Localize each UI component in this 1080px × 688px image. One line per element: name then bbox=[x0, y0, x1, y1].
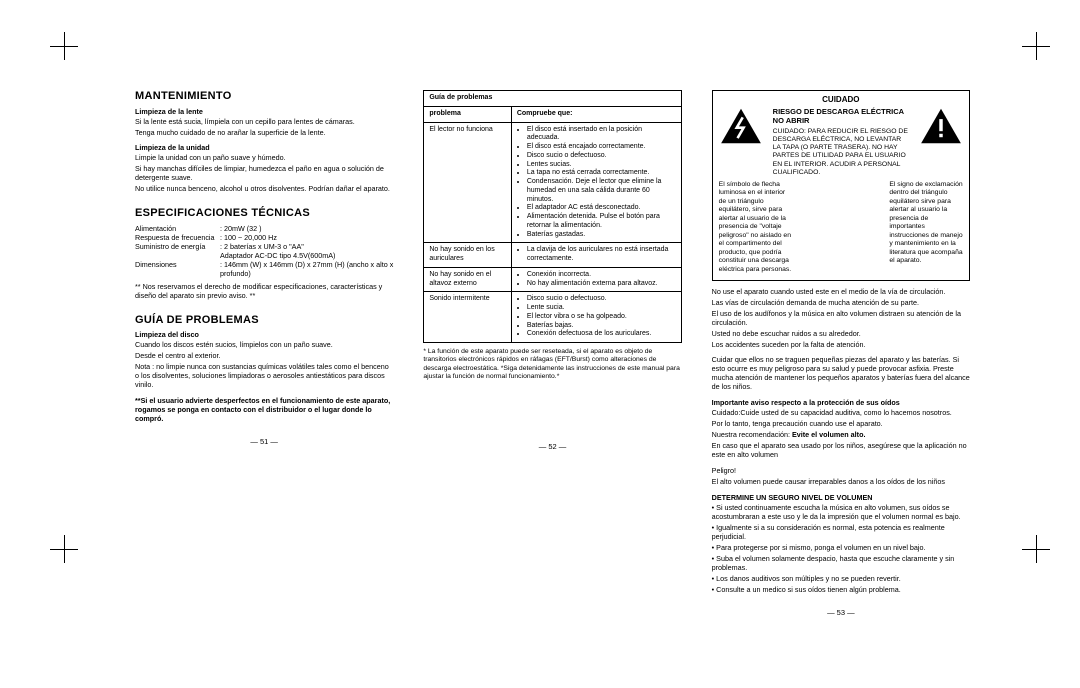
text: • Para protegerse por si mismo, ponga el… bbox=[712, 543, 970, 552]
text: No utilice nunca benceno, alcohol u otro… bbox=[135, 184, 393, 193]
text: Desde el centro al exterior. bbox=[135, 351, 393, 360]
text: En caso que el aparato sea usado por los… bbox=[712, 441, 970, 459]
text: Las vías de circulación demanda de mucha… bbox=[712, 298, 970, 307]
table-row: El lector no funciona El disco está inse… bbox=[424, 122, 681, 243]
troubleshoot-table: Guía de problemas problema Compruebe que… bbox=[423, 90, 681, 343]
caution-right-text: El signo de exclamación dentro del trián… bbox=[889, 181, 963, 274]
bold-note: **Si el usuario advierte desperfectos en… bbox=[135, 396, 393, 423]
list-item: Conexión defectuosa de los auriculares. bbox=[527, 330, 676, 339]
text: El uso de los audífonos y la música en a… bbox=[712, 309, 970, 327]
spec-row: Dimensiones: 146mm (W) x 146mm (D) x 27m… bbox=[135, 260, 393, 278]
text: El alto volumen puede causar irreparable… bbox=[712, 477, 970, 486]
heading-troubleshoot: GUÍA DE PROBLEMAS bbox=[135, 314, 393, 328]
specs-note: ** Nos reservamos el derecho de modifica… bbox=[135, 282, 393, 300]
text: Tenga mucho cuidado de no arañar la supe… bbox=[135, 128, 393, 137]
caution-left-text: El símbolo de flecha luminosa en el inte… bbox=[719, 181, 793, 274]
spec-row: Respuesta de frecuencia: 100 ~ 20,000 Hz bbox=[135, 233, 393, 242]
subhead-volume: DETERMINE UN SEGURO NIVEL DE VOLUMEN bbox=[712, 493, 970, 502]
list-item: Lente sucia. bbox=[527, 304, 676, 313]
spec-row: Adaptador AC-DC tipo 4.5V(600mA) bbox=[135, 251, 393, 260]
table-title: Guía de problemas bbox=[424, 91, 681, 107]
page-52: Guía de problemas problema Compruebe que… bbox=[423, 90, 681, 618]
exclamation-icon bbox=[919, 107, 963, 147]
caution-title: CUIDADO bbox=[719, 95, 963, 105]
text: Si la lente está sucia, límpiela con un … bbox=[135, 117, 393, 126]
list-item: El adaptador AC está desconectado. bbox=[527, 204, 676, 213]
table-row: No hay sonido en el altavoz externo Cone… bbox=[424, 267, 681, 292]
list-item: Baterías bajas. bbox=[527, 322, 676, 331]
page-53: CUIDADO RIESGO DE DESCARGA ELÉCTRICA NO … bbox=[712, 90, 970, 618]
heading-specs: ESPECIFICACIONES TÉCNICAS bbox=[135, 207, 393, 221]
page-number: — 53 — bbox=[712, 608, 970, 617]
text: Cuidar que ellos no se traguen pequeñas … bbox=[712, 355, 970, 391]
list-item: No hay alimentación externa para altavoz… bbox=[527, 280, 676, 289]
text: • Suba el volumen solamente despacio, ha… bbox=[712, 554, 970, 572]
check-list: La clavija de los auriculares no está in… bbox=[517, 246, 676, 264]
text: Cuidado:Cuide usted de su capacidad audi… bbox=[712, 408, 970, 417]
spec-row: Alimentación: 20mW (32 ) bbox=[135, 224, 393, 233]
list-item: El lector vibra o se ha golpeado. bbox=[527, 313, 676, 322]
text: Cuando los discos estén sucios, límpielo… bbox=[135, 340, 393, 349]
text: Los accidentes suceden por la falta de a… bbox=[712, 340, 970, 349]
list-item: La clavija de los auriculares no está in… bbox=[527, 246, 676, 264]
check-list: Disco sucio o defectuoso.Lente sucia.El … bbox=[517, 295, 676, 339]
manual-spread: MANTENIMIENTO Limpieza de la lente Si la… bbox=[0, 0, 1080, 688]
text: • Los danos auditivos son múltiples y no… bbox=[712, 574, 970, 583]
subhead-unit: Limpieza de la unidad bbox=[135, 143, 393, 152]
danger-label: Peligro! bbox=[712, 466, 970, 475]
table-row: Sonido intermitente Disco sucio o defect… bbox=[424, 292, 681, 343]
list-item: Alimentación detenida. Pulse el botón pa… bbox=[527, 213, 676, 231]
list-item: Conexión incorrecta. bbox=[527, 271, 676, 280]
text: Si hay manchas difíciles de limpiar, hum… bbox=[135, 164, 393, 182]
page-number: — 52 — bbox=[423, 442, 681, 451]
subhead-lens: Limpieza de la lente bbox=[135, 107, 393, 116]
text: Usted no debe escuchar ruidos a su alred… bbox=[712, 329, 970, 338]
text: • Igualmente si a su consideración es no… bbox=[712, 523, 970, 541]
text: Limpie la unidad con un paño suave y húm… bbox=[135, 153, 393, 162]
page-51: MANTENIMIENTO Limpieza de la lente Si la… bbox=[135, 90, 393, 618]
list-item: Lentes sucias. bbox=[527, 161, 676, 170]
check-list: El disco está insertado en la posición a… bbox=[517, 126, 676, 240]
check-list: Conexión incorrecta.No hay alimentación … bbox=[517, 271, 676, 289]
caution-box: CUIDADO RIESGO DE DESCARGA ELÉCTRICA NO … bbox=[712, 90, 970, 281]
subhead-ears: Importante aviso respecto a la protecció… bbox=[712, 398, 970, 407]
lightning-icon bbox=[719, 107, 763, 147]
th-problem: problema bbox=[424, 106, 511, 122]
list-item: El disco está insertado en la posición a… bbox=[527, 126, 676, 144]
list-item: Baterías gastadas. bbox=[527, 231, 676, 240]
text: • Si usted continuamente escucha la músi… bbox=[712, 503, 970, 521]
caution-heading: RIESGO DE DESCARGA ELÉCTRICA NO ABRIR CU… bbox=[773, 107, 909, 177]
list-item: El disco está encajado correctamente. bbox=[527, 143, 676, 152]
list-item: Condensación. Deje el lector que elimine… bbox=[527, 178, 676, 204]
footnote: * La función de este aparato puede ser r… bbox=[423, 348, 681, 382]
th-check: Compruebe que: bbox=[511, 106, 681, 122]
text: Nota : no limpie nunca con sustancias qu… bbox=[135, 362, 393, 389]
heading-maintenance: MANTENIMIENTO bbox=[135, 90, 393, 104]
text: Por lo tanto, tenga precaución cuando us… bbox=[712, 419, 970, 428]
text: No use el aparato cuando usted este en e… bbox=[712, 287, 970, 296]
page-number: — 51 — bbox=[135, 437, 393, 446]
table-row: No hay sonido en los auriculares La clav… bbox=[424, 243, 681, 268]
spec-row: Suministro de energía: 2 baterías x UM-3… bbox=[135, 242, 393, 251]
list-item: Disco sucio o defectuoso. bbox=[527, 152, 676, 161]
list-item: Disco sucio o defectuoso. bbox=[527, 295, 676, 304]
text: Nuestra recomendación: Evite el volumen … bbox=[712, 430, 970, 439]
subhead-disc: Limpieza del disco bbox=[135, 330, 393, 339]
list-item: La tapa no está cerrada correctamente. bbox=[527, 169, 676, 178]
text: • Consulte a un medico si sus oídos tien… bbox=[712, 585, 970, 594]
